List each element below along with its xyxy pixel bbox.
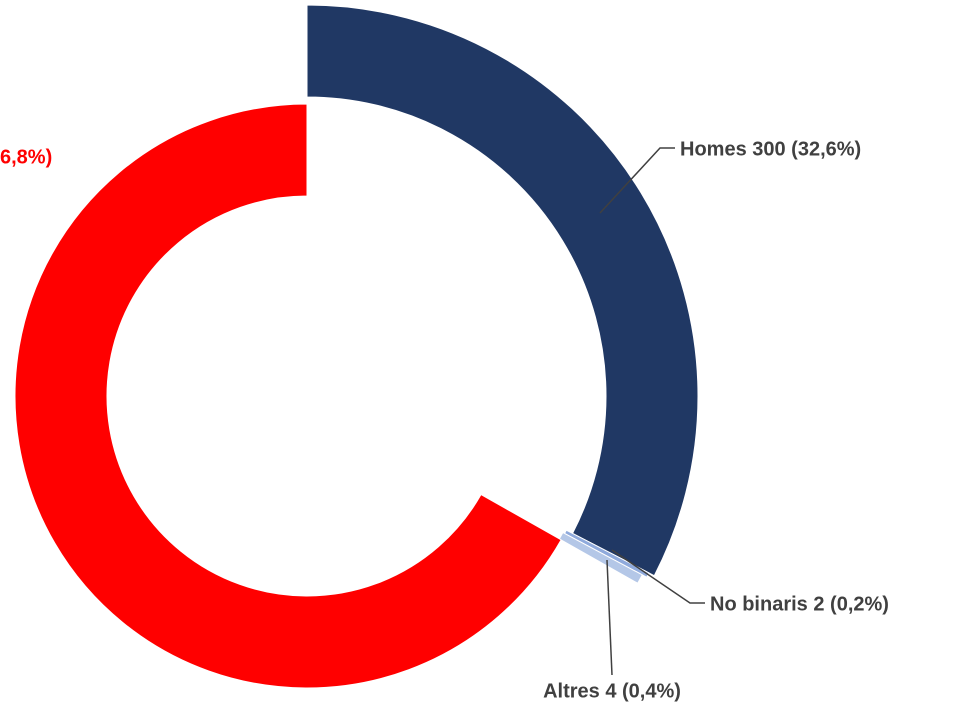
data-label: Homes 300 (32,6%) [680, 138, 861, 160]
slice [306, 4, 699, 577]
data-label: Altres 4 (0,4%) [543, 680, 681, 702]
data-label: No binaris 2 (0,2%) [710, 593, 889, 615]
leader-line [599, 147, 675, 214]
slice [14, 103, 562, 689]
leader-line [606, 559, 613, 676]
slices [14, 4, 699, 689]
leader-line [611, 549, 705, 604]
data-label: 6,8%) [0, 146, 52, 168]
